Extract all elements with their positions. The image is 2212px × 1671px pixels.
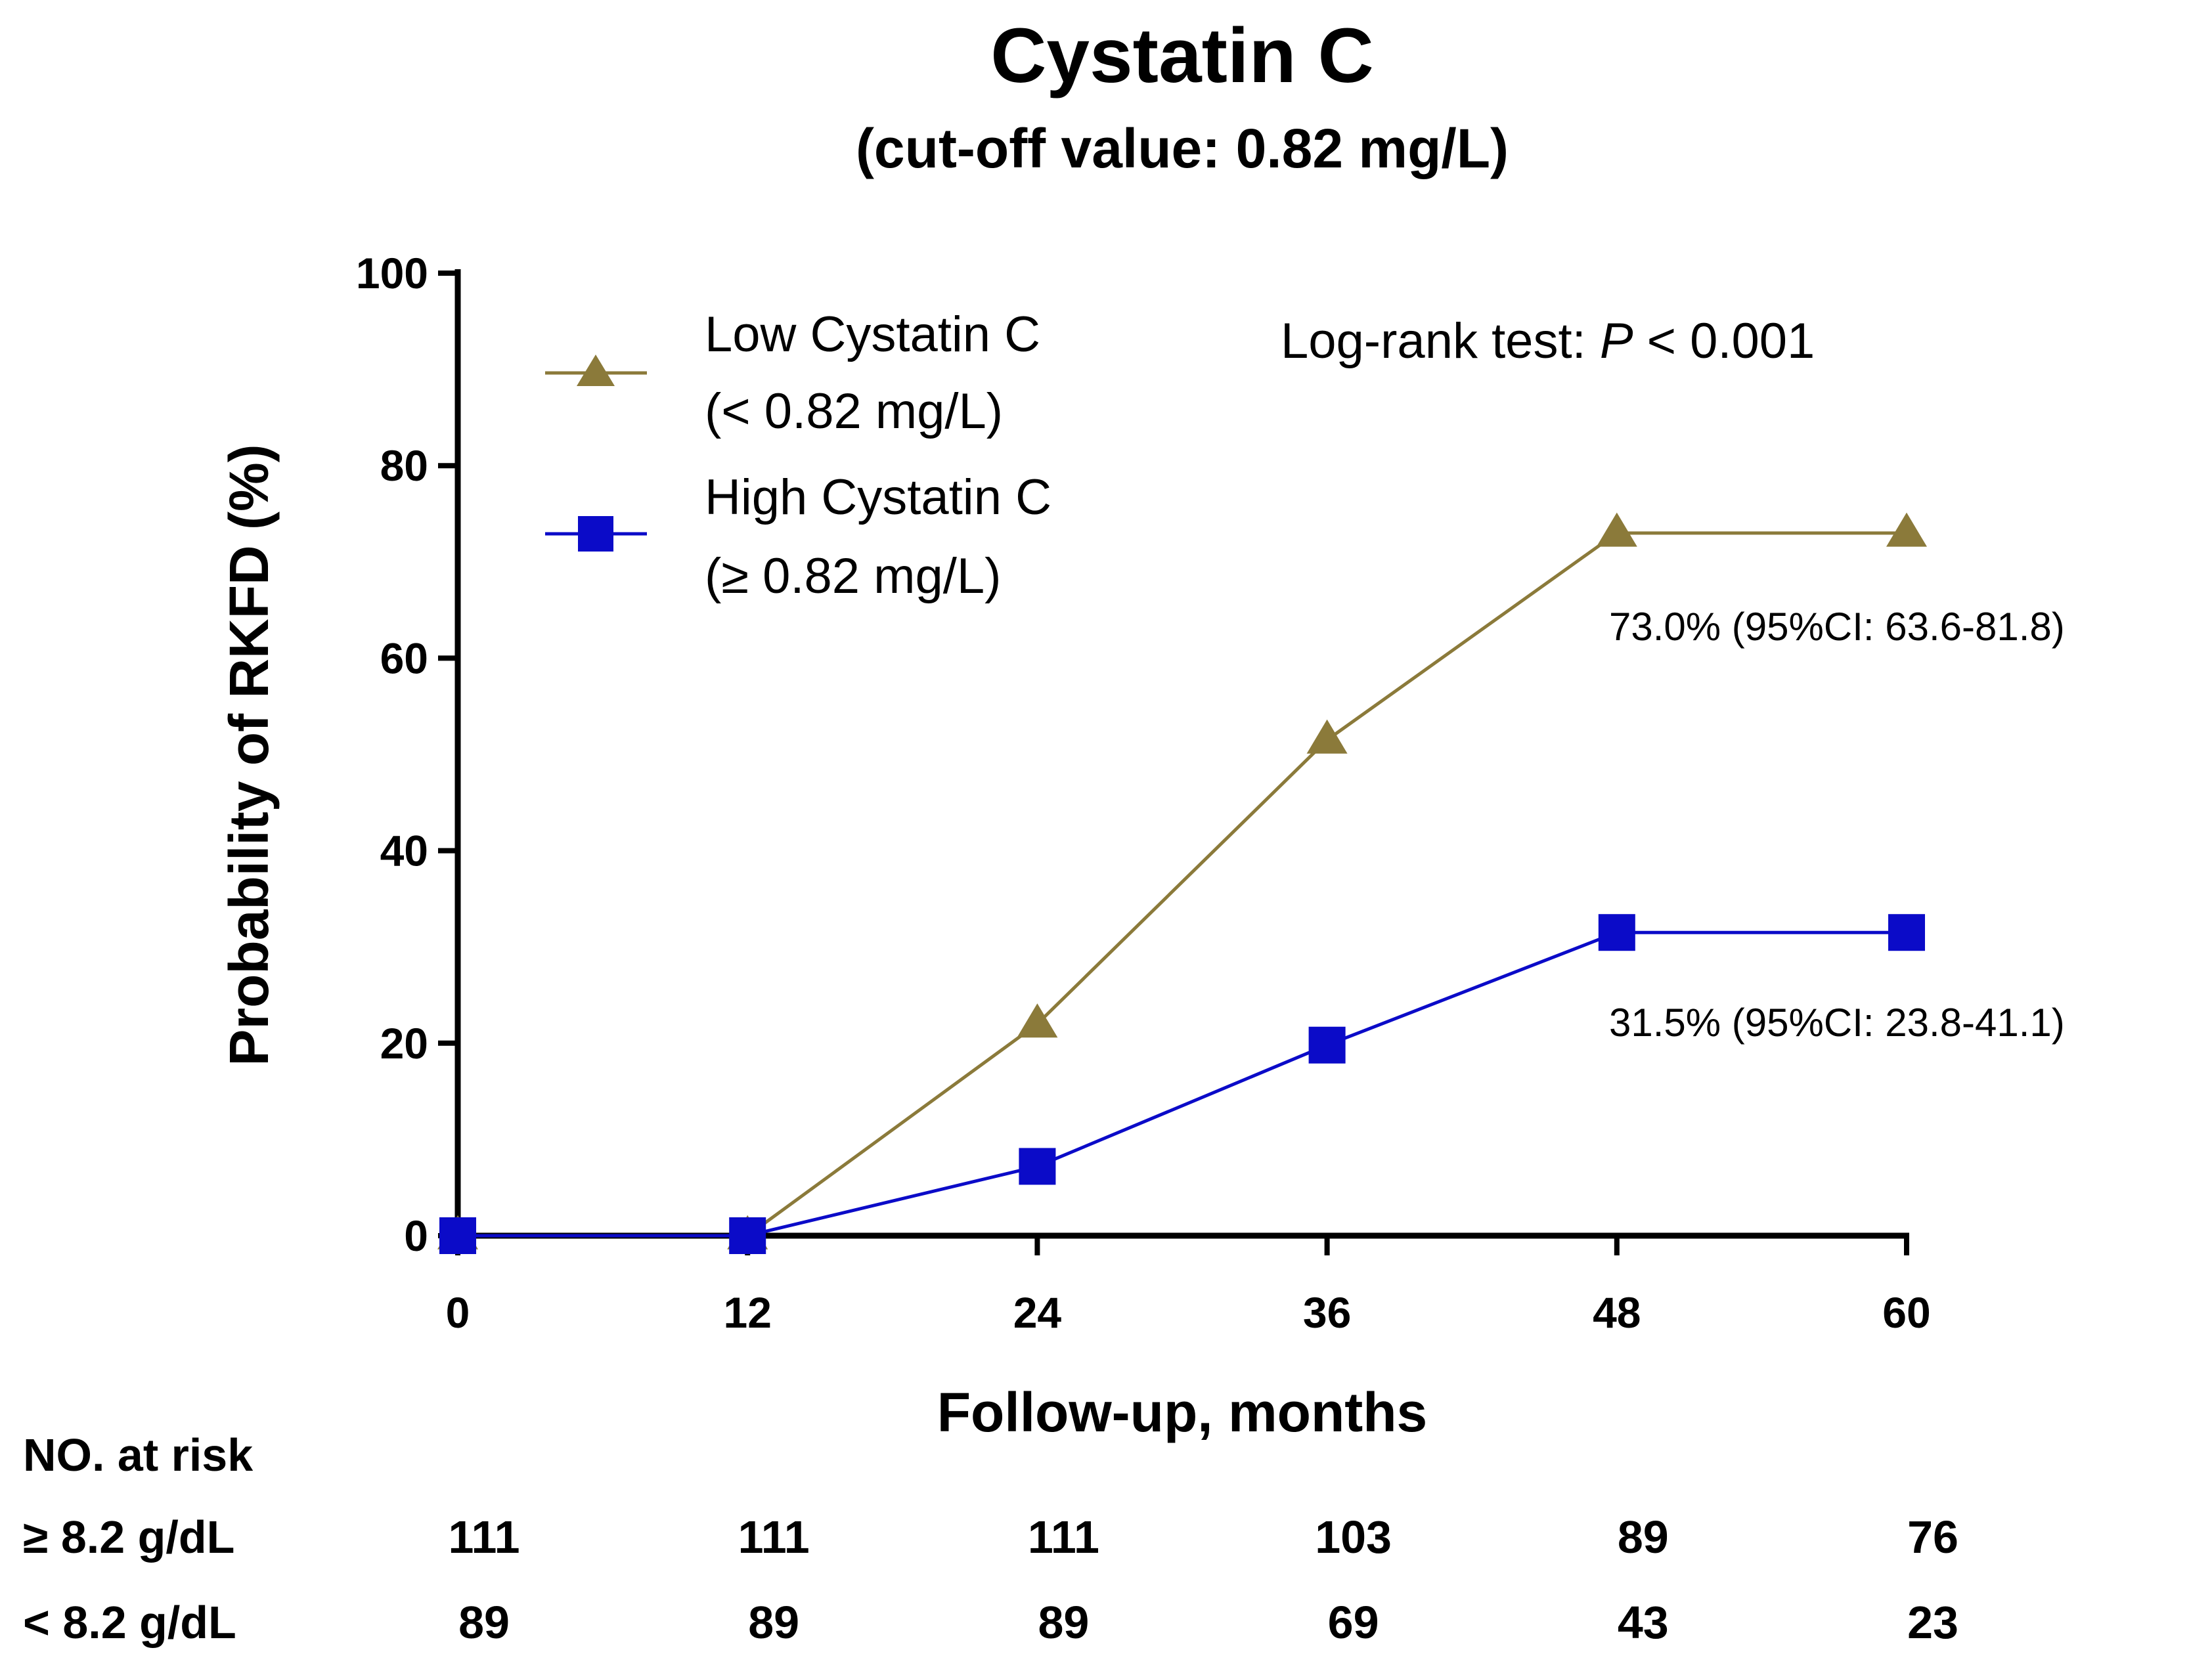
data-point-low bbox=[1017, 1003, 1058, 1038]
log-rank-prefix: Log-rank test: bbox=[1281, 313, 1600, 369]
legend: Low Cystatin C (< 0.82 mg/L) High Cystat… bbox=[545, 307, 1051, 604]
at-risk-value: 111 bbox=[1028, 1511, 1099, 1563]
chart-title: Cystatin C bbox=[990, 12, 1374, 99]
data-point-high bbox=[439, 1217, 476, 1254]
at-risk-value: 76 bbox=[1907, 1511, 1958, 1563]
at-risk-value: 89 bbox=[1618, 1511, 1669, 1563]
at-risk-value: 43 bbox=[1618, 1597, 1669, 1648]
log-rank-suffix: < 0.001 bbox=[1633, 313, 1815, 369]
y-tick-label: 0 bbox=[404, 1211, 428, 1260]
at-risk-value: 69 bbox=[1328, 1597, 1379, 1648]
x-ticks: 0 12 24 36 48 60 bbox=[446, 1236, 1931, 1337]
y-tick-label: 20 bbox=[380, 1019, 428, 1068]
x-tick-label: 12 bbox=[723, 1288, 771, 1337]
x-tick-label: 36 bbox=[1303, 1288, 1351, 1337]
data-point-high bbox=[1888, 914, 1925, 951]
y-axis-label: Probability of RKFD (%) bbox=[218, 444, 280, 1066]
chart-subtitle: (cut-off value: 0.82 mg/L) bbox=[856, 118, 1509, 179]
x-tick-label: 0 bbox=[446, 1288, 470, 1337]
data-point-high bbox=[1019, 1148, 1056, 1185]
log-rank-p: P bbox=[1600, 313, 1633, 369]
annotation-low: 73.0% (95%CI: 63.6-81.8) bbox=[1609, 605, 2065, 649]
at-risk-row-label-1: ≥ 8.2 g/dL bbox=[23, 1511, 234, 1563]
y-tick-label: 60 bbox=[380, 634, 428, 682]
at-risk-row-label-2: < 8.2 g/dL bbox=[23, 1597, 236, 1648]
at-risk-value: 111 bbox=[448, 1511, 520, 1563]
legend-sub-low: (< 0.82 mg/L) bbox=[705, 383, 1003, 439]
at-risk-value: 89 bbox=[748, 1597, 799, 1648]
x-axis-label: Follow-up, months bbox=[937, 1381, 1428, 1443]
at-risk-value: 89 bbox=[458, 1597, 510, 1648]
legend-label-low: Low Cystatin C bbox=[705, 307, 1040, 362]
data-point-low bbox=[1306, 719, 1348, 754]
x-tick-label: 24 bbox=[1013, 1288, 1062, 1337]
y-tick-label: 80 bbox=[380, 441, 428, 490]
data-point-high bbox=[1598, 914, 1635, 951]
x-tick-label: 48 bbox=[1593, 1288, 1641, 1337]
annotation-high: 31.5% (95%CI: 23.8-41.1) bbox=[1609, 1001, 2065, 1045]
at-risk-values: 111 111 111 103 89 76 89 89 89 69 43 23 bbox=[448, 1511, 1958, 1648]
at-risk-value: 111 bbox=[738, 1511, 810, 1563]
at-risk-value: 103 bbox=[1315, 1511, 1392, 1563]
legend-sub-high: (≥ 0.82 mg/L) bbox=[705, 548, 1001, 604]
data-point-low bbox=[1596, 512, 1637, 547]
legend-marker-high bbox=[578, 516, 613, 552]
y-tick-label: 40 bbox=[380, 827, 428, 875]
data-point-low bbox=[1886, 512, 1927, 547]
x-tick-label: 60 bbox=[1882, 1288, 1930, 1337]
at-risk-value: 23 bbox=[1907, 1597, 1958, 1648]
data-point-high bbox=[729, 1217, 766, 1254]
legend-label-high: High Cystatin C bbox=[705, 469, 1051, 525]
data-point-high bbox=[1308, 1026, 1346, 1064]
y-tick-label: 100 bbox=[356, 249, 428, 297]
series-line-high bbox=[458, 930, 1907, 1238]
at-risk-header: NO. at risk bbox=[23, 1429, 253, 1481]
y-ticks: 0 20 40 60 80 100 bbox=[356, 249, 458, 1260]
legend-marker-low bbox=[577, 355, 615, 386]
series-layer bbox=[437, 512, 1927, 1254]
at-risk-value: 89 bbox=[1038, 1597, 1089, 1648]
log-rank-text: Log-rank test: P < 0.001 bbox=[1281, 313, 1815, 369]
